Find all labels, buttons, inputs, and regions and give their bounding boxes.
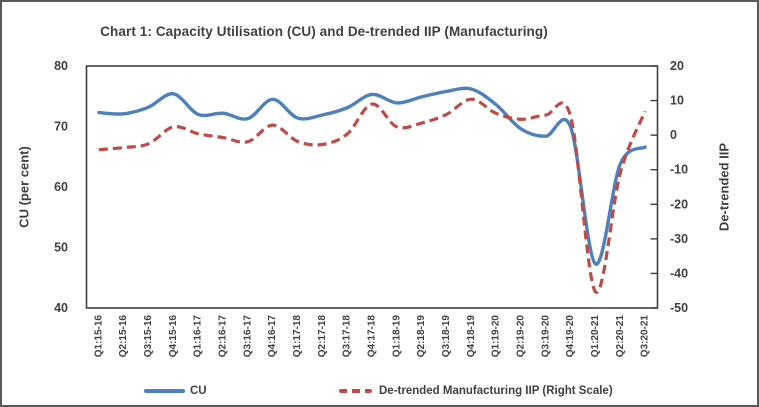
right-axis-title: De-trended IIP bbox=[717, 143, 732, 231]
x-axis-tick-label: Q3:16-17 bbox=[242, 315, 253, 358]
x-axis-tick-label: Q4:17-18 bbox=[367, 315, 378, 358]
legend-label-cu: CU bbox=[190, 385, 207, 397]
x-axis-tick-label: Q1:16-17 bbox=[193, 315, 204, 358]
cu-line-sample bbox=[144, 389, 185, 393]
x-axis-tick-label: Q1:15-16 bbox=[93, 315, 104, 358]
series-line-cu bbox=[97, 86, 647, 266]
right-axis-tick-label: 10 bbox=[670, 94, 684, 108]
x-axis-tick-label: Q1:20-21 bbox=[590, 315, 601, 358]
x-axis-tick-label: Q3:15-16 bbox=[143, 315, 154, 358]
right-axis-tick-label: -50 bbox=[670, 301, 688, 315]
right-axis-tick-label: -30 bbox=[670, 232, 688, 246]
right-axis-tick-label: -10 bbox=[670, 163, 688, 177]
right-axis-tick-label: -40 bbox=[670, 266, 688, 280]
left-axis-tick-label: 50 bbox=[54, 241, 68, 255]
left-axis-tick-label: 60 bbox=[54, 180, 68, 194]
legend-label-iip: De-trended Manufacturing IIP (Right Scal… bbox=[379, 385, 613, 397]
x-axis-tick-label: Q4:15-16 bbox=[168, 315, 179, 358]
x-axis-tick-label: Q2:16-17 bbox=[218, 315, 229, 358]
x-axis-tick-label: Q3:18-19 bbox=[441, 315, 452, 358]
x-axis-tick-label: Q3:19-20 bbox=[540, 315, 551, 358]
x-axis-tick-label: Q1:18-19 bbox=[391, 315, 402, 358]
x-axis-tick-label: Q3:20-21 bbox=[640, 315, 651, 358]
x-axis-tick-label: Q2:18-19 bbox=[416, 315, 427, 358]
chart-legend: CU De-trended Manufacturing IIP (Right S… bbox=[2, 383, 757, 399]
plot-area-border bbox=[85, 65, 659, 309]
legend-item-cu: CU bbox=[144, 383, 207, 399]
series-line-iip bbox=[98, 97, 647, 294]
x-axis-tick-label: Q2:15-16 bbox=[118, 315, 129, 358]
x-axis-tick-label: Q2:17-18 bbox=[317, 315, 328, 358]
x-axis-tick-label: Q2:20-21 bbox=[615, 315, 626, 358]
chart-title: Chart 1: Capacity Utilisation (CU) and D… bbox=[100, 24, 548, 39]
left-axis-title: CU (per cent) bbox=[17, 146, 32, 228]
right-axis-tick-label: 20 bbox=[670, 59, 684, 73]
x-axis-tick-label: Q4:16-17 bbox=[267, 315, 278, 358]
right-axis-tick-label: -20 bbox=[670, 197, 688, 211]
left-axis-tick-label: 70 bbox=[54, 120, 68, 134]
x-axis-tick-label: Q1:19-20 bbox=[491, 315, 502, 358]
x-axis-tick-label: Q4:19-20 bbox=[565, 315, 576, 358]
x-axis-tick-label: Q1:17-18 bbox=[292, 315, 303, 358]
legend-item-iip: De-trended Manufacturing IIP (Right Scal… bbox=[339, 383, 613, 399]
left-axis-tick-label: 80 bbox=[54, 59, 68, 73]
x-axis-tick-label: Q2:19-20 bbox=[515, 315, 526, 358]
x-axis-tick-label: Q4:18-19 bbox=[466, 315, 477, 358]
left-axis-tick-label: 40 bbox=[54, 301, 68, 315]
right-axis-tick-label: 0 bbox=[670, 128, 677, 142]
x-axis-tick-label: Q3:17-18 bbox=[342, 315, 353, 358]
iip-line-sample bbox=[339, 389, 372, 393]
